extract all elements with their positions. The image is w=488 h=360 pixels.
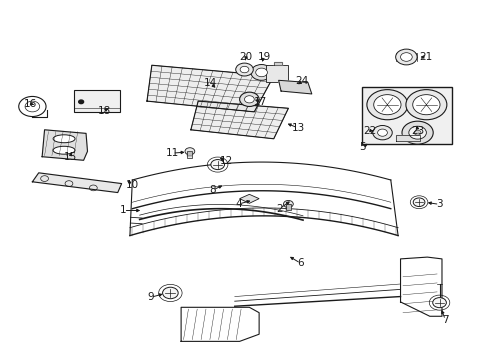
Text: 5: 5 bbox=[359, 142, 365, 152]
Text: 11: 11 bbox=[165, 148, 179, 158]
Circle shape bbox=[405, 90, 446, 120]
Bar bbox=[266, 65, 288, 82]
Circle shape bbox=[401, 121, 432, 144]
Text: 6: 6 bbox=[297, 258, 303, 268]
Bar bbox=[361, 87, 451, 144]
Text: 12: 12 bbox=[219, 156, 232, 166]
Text: 18: 18 bbox=[98, 106, 111, 116]
Bar bbox=[285, 204, 290, 211]
Circle shape bbox=[244, 96, 254, 103]
Text: 9: 9 bbox=[147, 292, 154, 302]
Bar bbox=[187, 151, 192, 158]
Circle shape bbox=[255, 68, 267, 77]
Circle shape bbox=[372, 126, 391, 140]
Bar bbox=[74, 90, 120, 112]
Text: 19: 19 bbox=[257, 52, 270, 62]
Text: 7: 7 bbox=[441, 315, 448, 325]
Text: 17: 17 bbox=[253, 97, 266, 107]
Text: 24: 24 bbox=[295, 76, 308, 86]
Text: 20: 20 bbox=[239, 52, 252, 62]
Text: 3: 3 bbox=[435, 199, 442, 210]
Circle shape bbox=[413, 130, 420, 135]
Polygon shape bbox=[395, 135, 419, 141]
Circle shape bbox=[408, 126, 426, 139]
Text: 23: 23 bbox=[410, 126, 424, 135]
Text: 15: 15 bbox=[63, 152, 77, 162]
Circle shape bbox=[184, 148, 194, 155]
Polygon shape bbox=[273, 62, 282, 65]
Polygon shape bbox=[32, 173, 122, 193]
Text: 2: 2 bbox=[276, 204, 283, 214]
Ellipse shape bbox=[53, 135, 75, 143]
Polygon shape bbox=[147, 65, 273, 112]
Text: 16: 16 bbox=[23, 99, 37, 109]
Polygon shape bbox=[278, 80, 311, 94]
Circle shape bbox=[240, 66, 248, 73]
Text: 8: 8 bbox=[209, 185, 216, 195]
Circle shape bbox=[412, 198, 424, 207]
Polygon shape bbox=[190, 101, 288, 139]
Polygon shape bbox=[42, 130, 87, 160]
Circle shape bbox=[250, 64, 272, 80]
Circle shape bbox=[395, 49, 416, 65]
Circle shape bbox=[366, 90, 407, 120]
Circle shape bbox=[373, 95, 400, 115]
Circle shape bbox=[283, 201, 293, 208]
Circle shape bbox=[239, 92, 259, 107]
Text: 13: 13 bbox=[291, 123, 304, 133]
Circle shape bbox=[400, 53, 411, 61]
Ellipse shape bbox=[53, 146, 75, 154]
Text: 14: 14 bbox=[203, 78, 217, 88]
Circle shape bbox=[162, 287, 178, 299]
Text: 1: 1 bbox=[120, 206, 126, 216]
Text: 22: 22 bbox=[363, 126, 376, 135]
Circle shape bbox=[79, 100, 83, 104]
Text: 10: 10 bbox=[125, 180, 139, 190]
Circle shape bbox=[235, 63, 253, 76]
Text: 4: 4 bbox=[235, 199, 242, 209]
Polygon shape bbox=[239, 194, 259, 203]
Circle shape bbox=[210, 159, 224, 170]
Circle shape bbox=[432, 298, 446, 308]
Circle shape bbox=[377, 129, 386, 136]
Text: 21: 21 bbox=[418, 52, 431, 62]
Circle shape bbox=[412, 95, 439, 115]
